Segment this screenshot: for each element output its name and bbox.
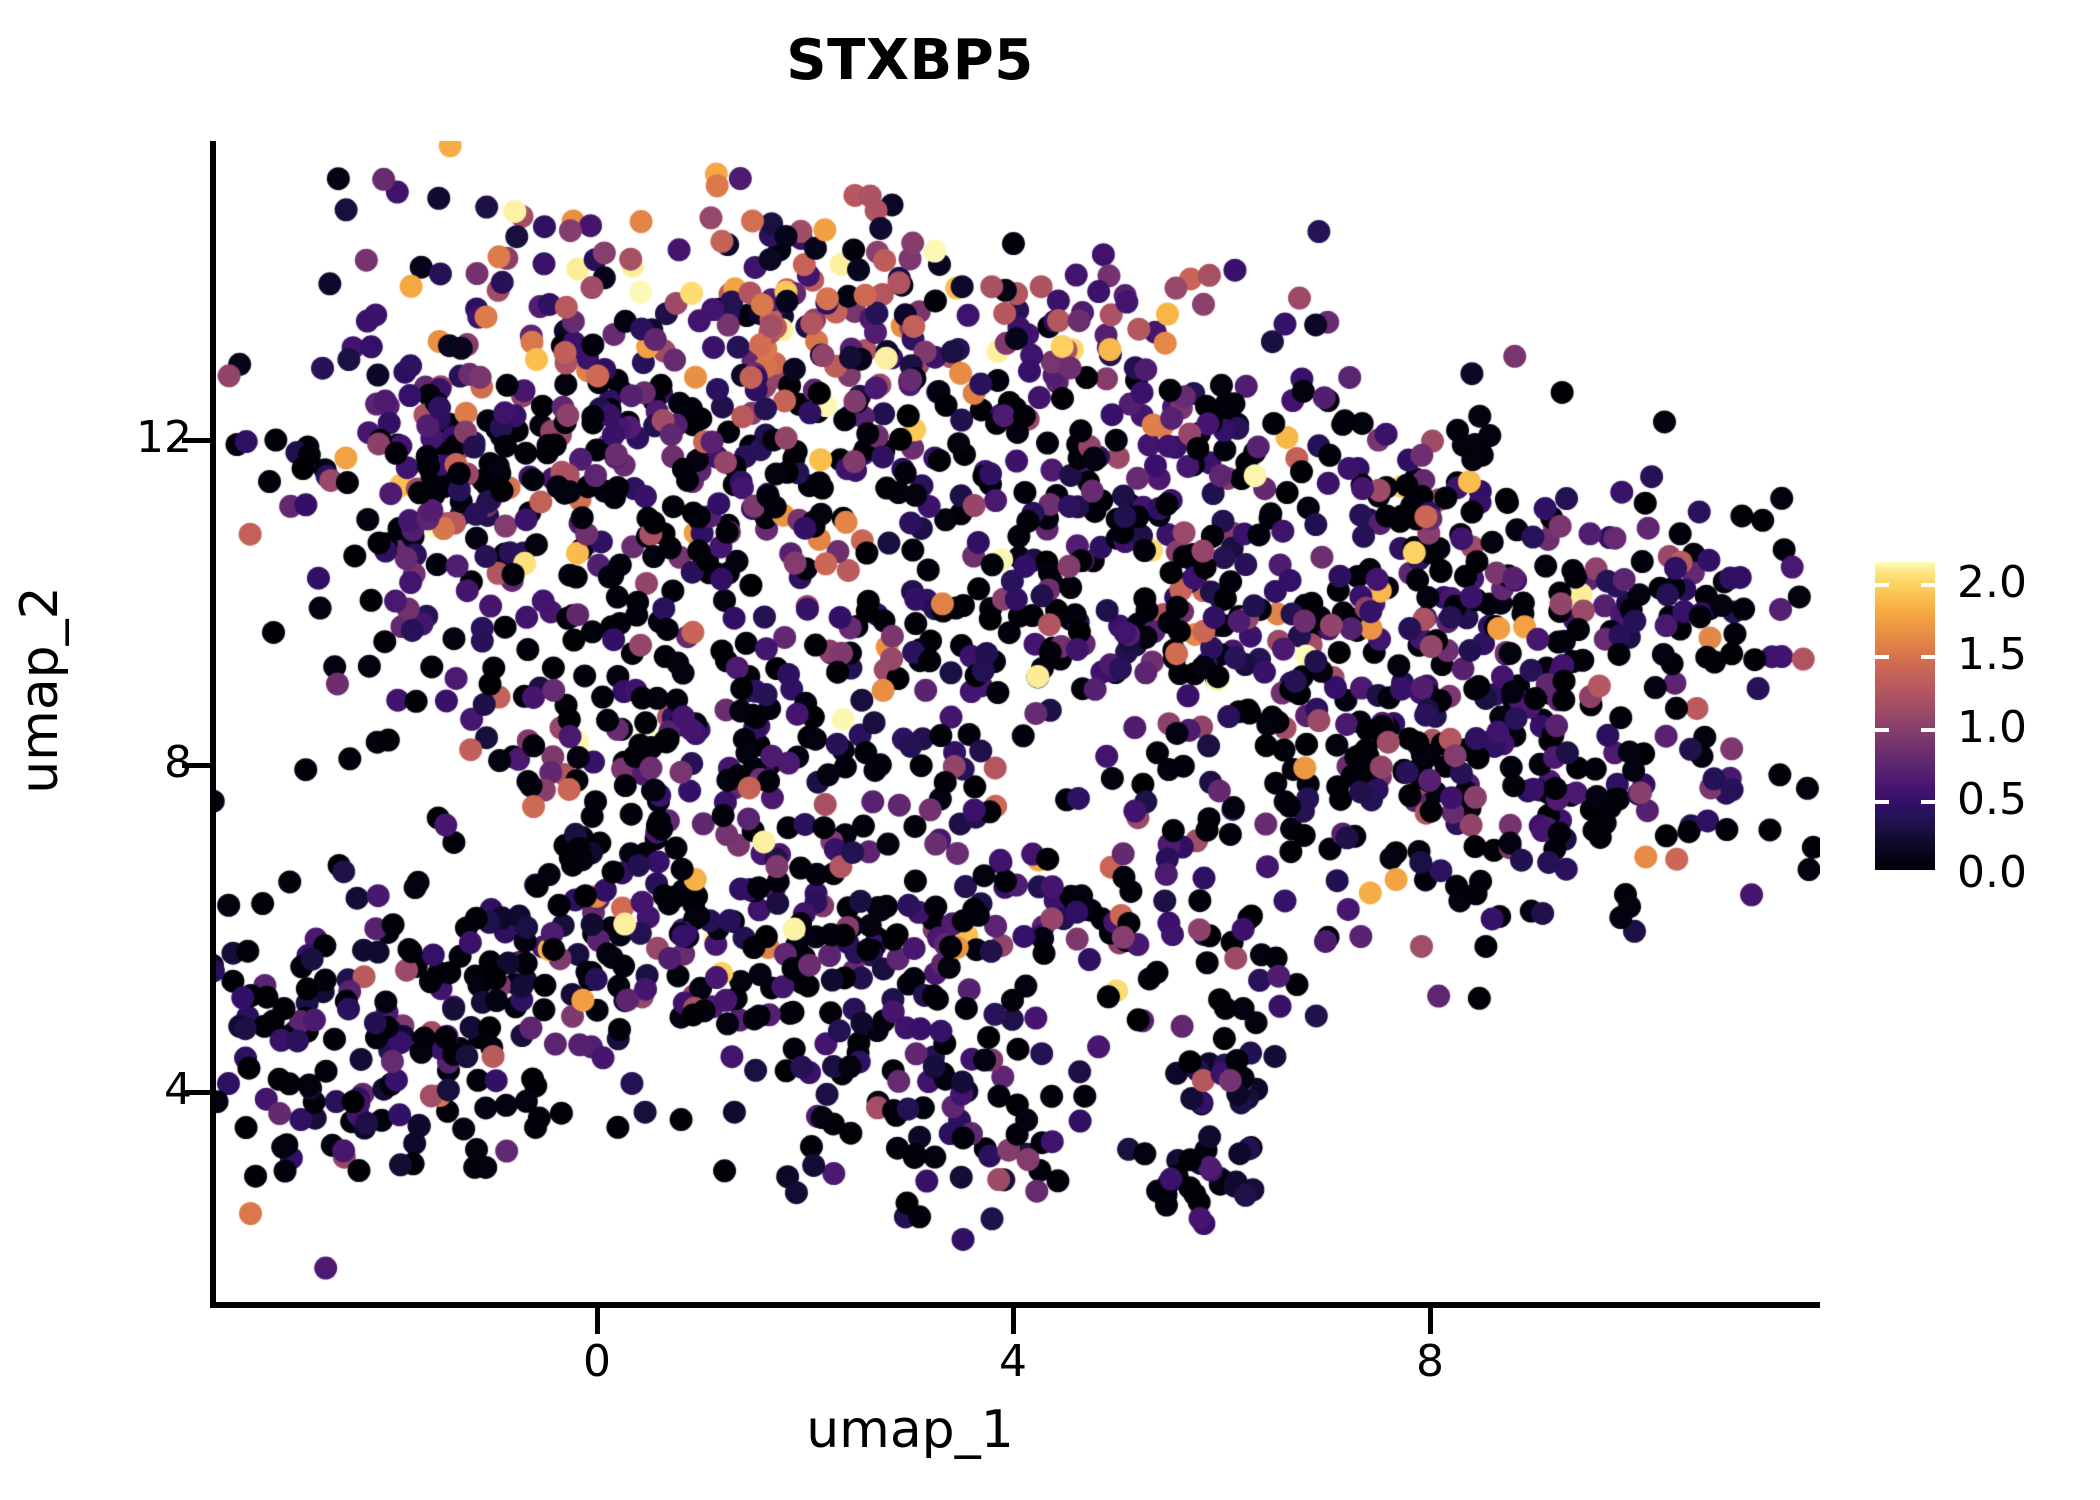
y-tick-12 — [182, 438, 210, 443]
colorbar: 2.0 1.5 1.0 0.5 0.0 — [1875, 557, 2085, 895]
y-tick-4 — [182, 1090, 210, 1095]
y-tick-8 — [182, 763, 210, 768]
x-tick-label-0: 0 — [583, 1336, 611, 1387]
colorbar-label-0.0: 0.0 — [1957, 847, 2027, 898]
x-tick-0 — [595, 1308, 600, 1334]
y-axis-label: umap_2 — [10, 586, 70, 794]
colorbar-label-1.5: 1.5 — [1957, 629, 2027, 680]
y-tick-label-8: 8 — [164, 737, 192, 788]
colorbar-tick-1.5-left — [1875, 655, 1889, 659]
colorbar-label-1.0: 1.0 — [1957, 702, 2027, 753]
x-tick-8 — [1428, 1308, 1433, 1334]
page-title: STXBP5 — [786, 28, 1034, 93]
colorbar-tick-0.5-right — [1921, 800, 1935, 804]
colorbar-label-2.0: 2.0 — [1957, 557, 2027, 608]
colorbar-tick-2.0-right — [1921, 583, 1935, 587]
colorbar-tick-2.0-left — [1875, 583, 1889, 587]
x-tick-label-8: 8 — [1416, 1336, 1444, 1387]
x-axis-spine — [210, 1302, 1820, 1308]
x-tick-label-4: 4 — [999, 1336, 1027, 1387]
x-tick-4 — [1011, 1308, 1016, 1334]
colorbar-label-0.5: 0.5 — [1957, 774, 2027, 825]
scatter-points-layer — [210, 141, 1820, 1305]
x-axis-label: umap_1 — [806, 1400, 1014, 1460]
colorbar-tick-0.5-left — [1875, 800, 1889, 804]
y-tick-label-12: 12 — [136, 412, 192, 463]
y-axis-spine — [210, 141, 216, 1308]
colorbar-tick-1.0-left — [1875, 728, 1889, 732]
colorbar-tick-1.5-right — [1921, 655, 1935, 659]
colorbar-tick-1.0-right — [1921, 728, 1935, 732]
scatter-plot-axes — [210, 141, 1820, 1305]
colorbar-gradient-magma — [1875, 562, 1935, 870]
y-tick-label-4: 4 — [164, 1064, 192, 1115]
